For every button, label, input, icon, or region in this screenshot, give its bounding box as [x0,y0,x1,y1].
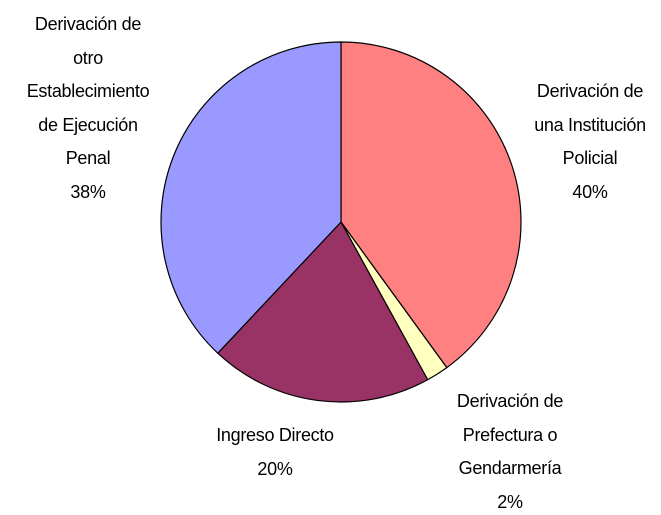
percent-label: 2% [497,491,523,512]
category-label: Ingreso Directo [216,425,334,445]
slice-label: Derivación de Prefectura o Gendarmería 2% [457,385,563,515]
category-label: Derivación de Prefectura o Gendarmería [456,391,564,479]
percent-label: 38% [70,181,106,202]
percent-label: 40% [572,181,608,202]
slice-label: Ingreso Directo 20% [216,419,334,486]
slice-label: Derivación de otro Establecimiento de Ej… [27,8,150,210]
pie-slice [160,41,342,355]
percent-label: 20% [257,458,293,479]
category-label: Derivación de una Institución Policial [534,81,646,169]
pie-slice [216,220,429,403]
slice-label: Derivación de una Institución Policial 40… [534,75,646,209]
category-label: Derivación de otro Establecimiento de Ej… [26,14,150,169]
pie-slice [340,41,522,369]
